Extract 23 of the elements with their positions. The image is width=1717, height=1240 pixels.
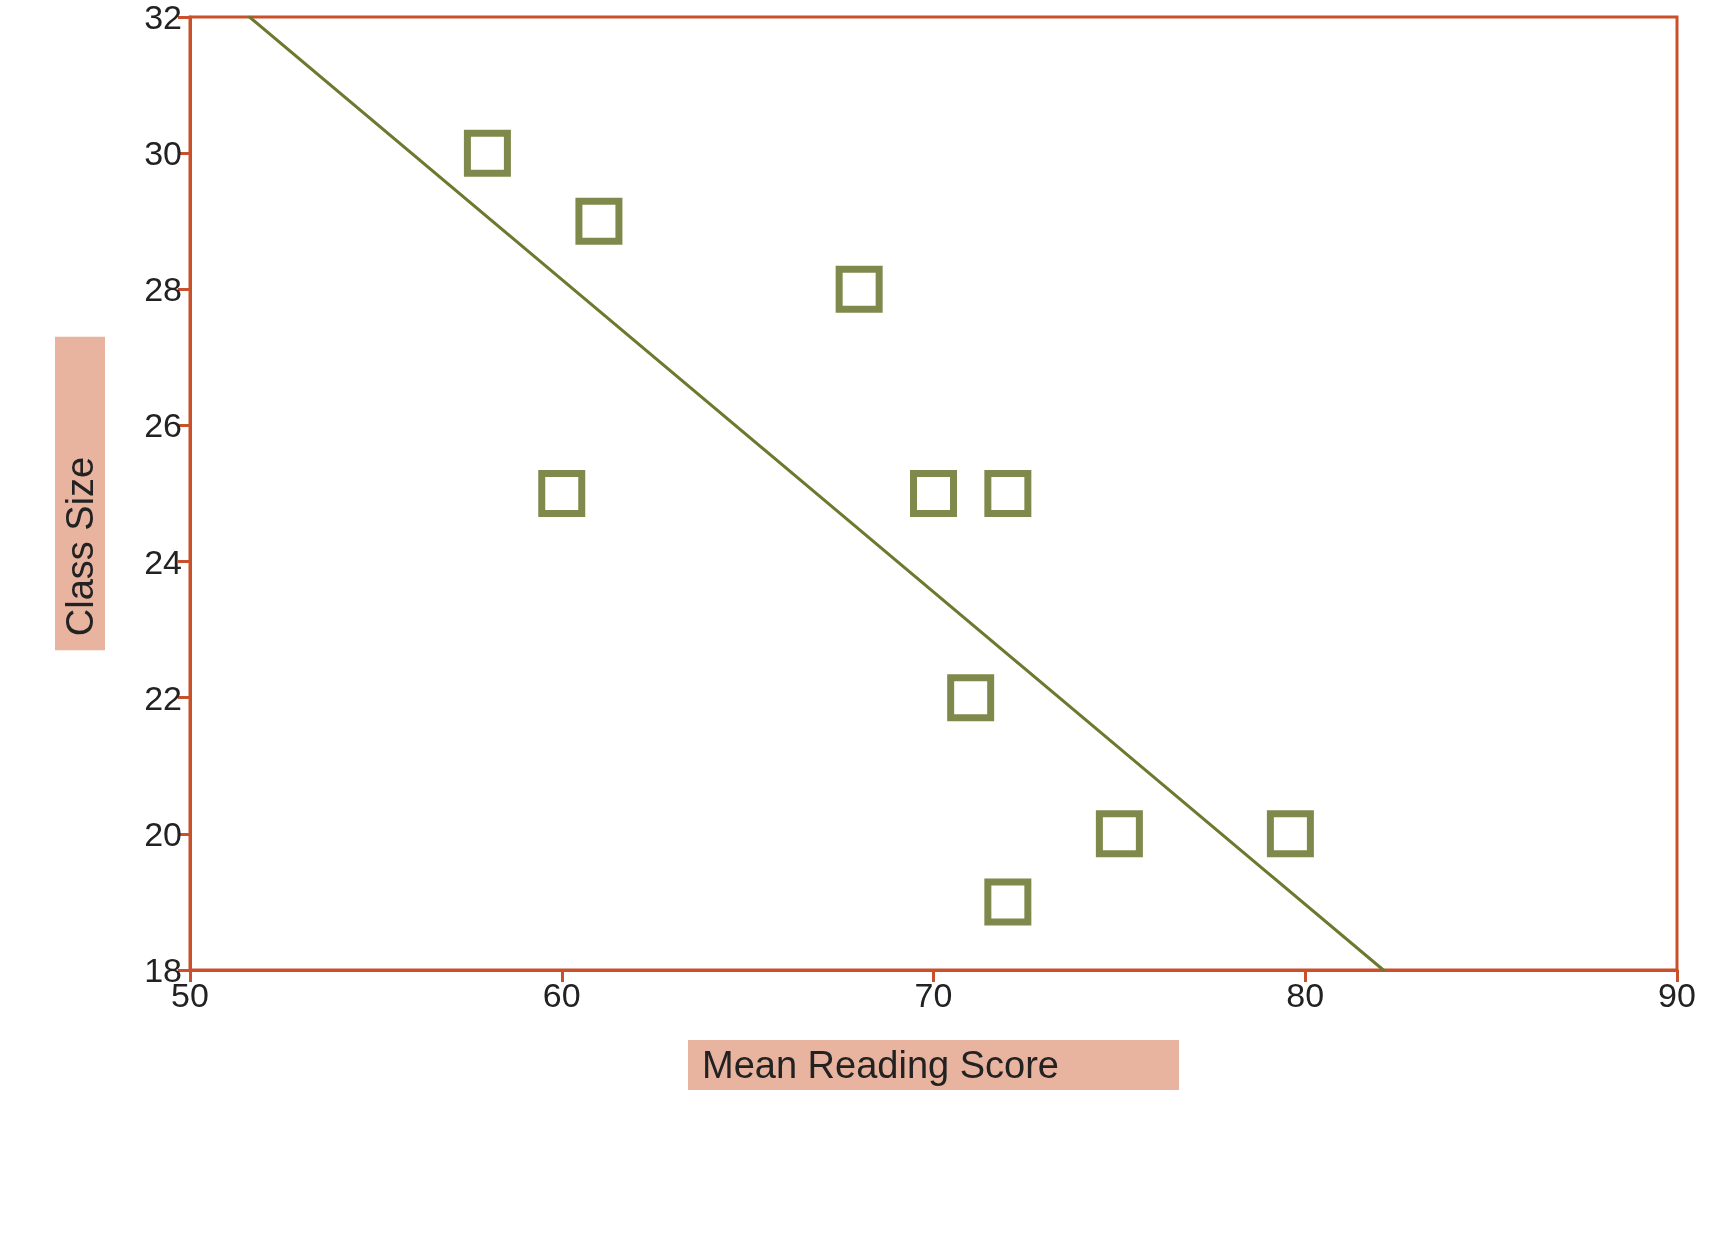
point [835, 265, 883, 313]
x-axis-title: Mean Reading Score [702, 1044, 1059, 1086]
point [984, 470, 1032, 517]
point [1095, 810, 1143, 858]
point [538, 470, 586, 517]
y-tick-label: 24 [144, 542, 182, 581]
y-axis-title: Class Size [59, 456, 101, 637]
x-tick-label: 90 [1658, 976, 1696, 1014]
x-tick-label: 70 [914, 976, 953, 1014]
y-tick-label: 22 [144, 678, 182, 717]
x-tick-label: 80 [1286, 976, 1325, 1014]
y-tick-label: 28 [144, 270, 182, 309]
point [947, 674, 995, 722]
y-tick-label: 30 [144, 134, 182, 173]
x-tick-label: 60 [542, 976, 581, 1014]
y-tick-label: 20 [144, 814, 182, 853]
point [910, 470, 957, 517]
point [575, 197, 623, 245]
y-tick-label: 32 [144, 0, 182, 36]
point [463, 129, 511, 177]
point [984, 878, 1032, 926]
y-tick-label: 26 [144, 406, 182, 445]
point [1266, 810, 1314, 858]
